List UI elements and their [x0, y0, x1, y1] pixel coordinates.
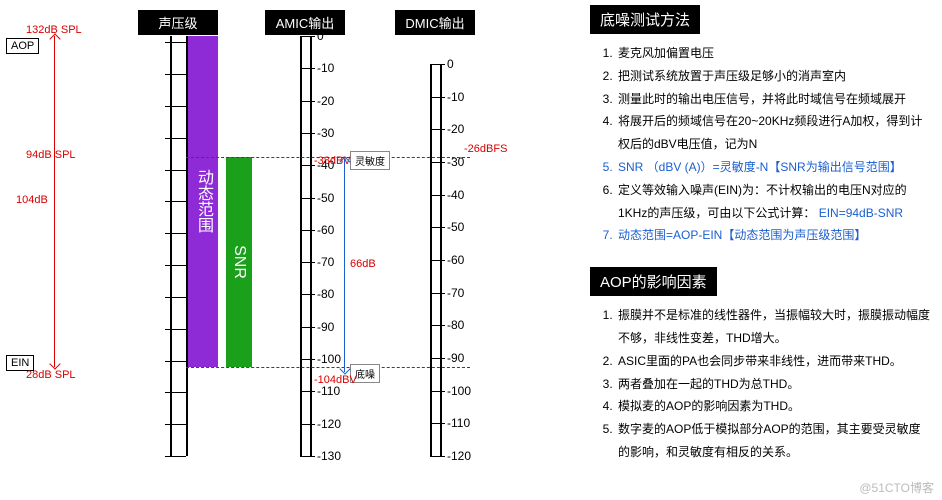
list-item: 动态范围=AOP-EIN【动态范围为声压级范围】: [616, 224, 930, 247]
list-item: 振膜并不是标准的线性器件，当振幅较大时，振膜振动幅度不够，非线性变差，THD增大…: [616, 304, 930, 350]
tick-label: -110: [317, 384, 340, 398]
axis-title-spl: 声压级: [138, 10, 218, 35]
tick-label: -110: [447, 416, 470, 430]
tick-label: -50: [317, 191, 334, 205]
tick-label: -120: [317, 417, 341, 431]
method-list: 麦克风加偏置电压把测试系统放置于声压级足够小的消声室内测量此时的输出电压信号，并…: [616, 42, 930, 247]
list-item: 定义等效输入噪声(EIN)为：不计权输出的电压N对应的1KHz的声压级，可由以下…: [616, 179, 930, 225]
tick-label: -20: [447, 122, 464, 136]
bar-label-snr: SNR: [230, 245, 248, 279]
axis-title-dmic: DMIC输出: [395, 10, 475, 35]
tick-label: -70: [447, 286, 464, 300]
list-item: SNR （dBV (A)）=灵敏度-N【SNR为输出信号范围】: [616, 156, 930, 179]
tick-label: -60: [317, 223, 334, 237]
bar-label-dyn: 动态范围: [191, 169, 215, 233]
tick-label: -80: [447, 318, 464, 332]
list-item: 测量此时的输出电压信号，并将此时域信号在频域展开: [616, 88, 930, 111]
list-item: 麦克风加偏置电压: [616, 42, 930, 65]
watermark-text: @51CTO博客: [859, 479, 934, 496]
section-title-1: 底噪测试方法: [590, 5, 700, 34]
tick-label: -20: [317, 94, 334, 108]
list-item: ASIC里面的PA也会同步带来非线性，进而带来THD。: [616, 350, 930, 373]
list-item: 把测试系统放置于声压级足够小的消声室内: [616, 65, 930, 88]
tick-label: -10: [447, 90, 464, 104]
list-item: 两者叠加在一起的THD为总THD。: [616, 373, 930, 396]
axis-spine-amic: [300, 36, 302, 456]
factors-list: 振膜并不是标准的线性器件，当振幅较大时，振膜振动幅度不够，非线性变差，THD增大…: [616, 304, 930, 464]
tick-label: -60: [447, 253, 464, 267]
annotation: AOP: [6, 38, 39, 54]
tick-label: 0: [317, 29, 324, 43]
right-panel: 底噪测试方法 麦克风加偏置电压把测试系统放置于声压级足够小的消声室内测量此时的输…: [590, 5, 930, 464]
tick-label: -100: [317, 352, 341, 366]
tick-label: -120: [447, 449, 471, 463]
tick-label: -40: [447, 188, 464, 202]
list-item: 数字麦的AOP低于模拟部分AOP的范围，其主要受灵敏度的影响，和灵敏度有相反的关…: [616, 418, 930, 464]
annotation: 94dB SPL: [26, 149, 76, 161]
annotation: 28dB SPL: [26, 369, 76, 381]
list-item: 将展开后的频域信号在20~20KHz频段进行A加权，得到计权后的dBV电压值，记…: [616, 110, 930, 156]
section-title-2: AOP的影响因素: [590, 267, 717, 296]
bar-snr: SNR: [226, 157, 252, 367]
axis-title-amic: AMIC输出: [265, 10, 345, 35]
diagram-canvas: 声压级0102030405060708090100110120130AMIC输出…: [0, 0, 560, 500]
tick-label: -130: [317, 449, 341, 463]
tick-label: -80: [317, 287, 334, 301]
tick-label: -70: [317, 255, 334, 269]
tick-label: -50: [447, 220, 464, 234]
tick-label: -100: [447, 384, 471, 398]
tick-label: -30: [317, 126, 334, 140]
tick-label: -90: [317, 320, 334, 334]
tick-label: -10: [317, 61, 334, 75]
tick-label: 0: [447, 57, 454, 71]
list-item: 模拟麦的AOP的影响因素为THD。: [616, 395, 930, 418]
bar-dyn: 动态范围: [188, 36, 218, 367]
tick-label: -90: [447, 351, 464, 365]
